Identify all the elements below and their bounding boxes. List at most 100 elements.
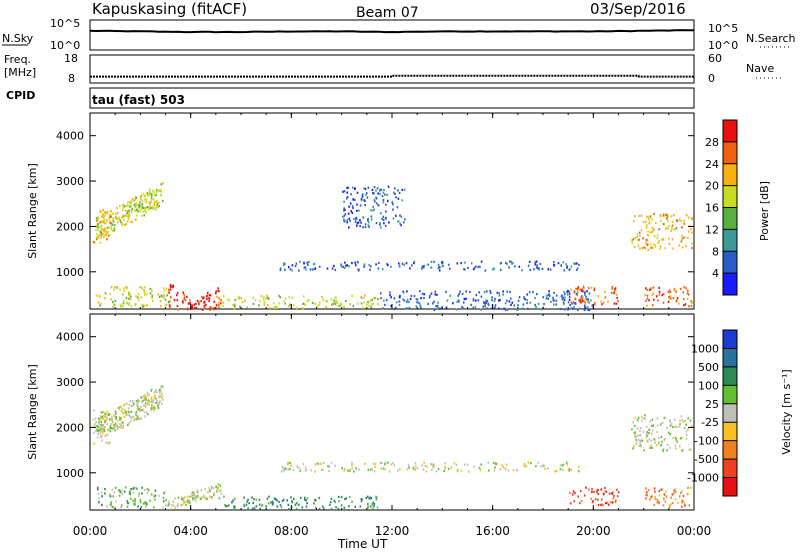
velocity-cell [152,401,155,404]
power-cell [439,307,441,310]
power-cell [120,305,122,308]
power-cell [427,302,429,306]
power-cell [411,264,413,267]
power-cell [239,305,241,308]
velocity-cell [210,487,213,490]
power-cell [671,220,674,223]
velocity-cell [105,441,108,444]
velocity-cell [340,504,343,507]
power-cell [143,207,146,211]
velocity-cell [671,502,674,505]
power-cell [528,291,531,294]
velocity-cell [613,495,615,498]
power-cell [363,187,365,190]
velocity-cell [251,496,253,499]
velocity-cell [320,462,322,465]
power-cell [567,308,569,311]
power-cell [434,290,437,293]
power-cell [127,204,129,207]
velocity-cell [672,425,674,429]
power-cell [675,300,677,303]
velocity-cell [132,499,134,502]
velocity-cell [612,497,614,500]
velocity-cell [207,491,209,494]
power-cell [679,287,682,291]
power-cell [427,263,429,266]
power-cell [633,246,636,249]
power-cell [304,303,306,306]
velocity-cell [601,503,603,506]
velocity-cell [380,467,382,470]
power-cell [331,303,334,306]
power-cell [143,290,146,293]
power-cell [165,303,168,306]
velocity-cell [612,491,614,494]
power-cell [107,231,109,234]
power-cell [100,236,102,239]
power-cell [648,299,650,302]
velocity-cell [209,495,211,498]
power-cell [156,199,158,203]
velocity-cell [654,441,656,444]
velocity-cell [101,430,103,433]
power-cell [128,297,130,300]
velocity-cell [146,391,149,394]
power-cell [326,267,329,270]
power-cell [97,216,100,220]
power-cell [254,299,257,302]
velocity-cell [635,435,637,438]
power-cell [380,212,382,215]
power-cell [401,199,403,202]
power-cell [490,291,492,294]
velocity-cell [112,506,115,509]
power-cell [238,297,240,300]
velocity-cell [154,390,157,393]
power-cell [163,289,166,292]
velocity-cell [130,420,132,423]
velocity-cell [373,503,375,506]
power-cell [155,205,158,208]
power-cell [110,286,113,289]
power-cell [560,264,562,267]
velocity-cell [140,417,142,420]
power-cell [343,209,345,212]
power-cell [116,211,119,215]
velocity-cell [657,442,660,445]
velocity-cell [640,427,642,430]
velocity-cell [128,422,130,425]
velocity-cell [154,489,157,492]
velocity-cell [660,488,663,491]
velocity-cell [596,489,598,492]
power-cell [601,303,603,306]
velocity-cell [208,487,210,490]
velocity-cell [685,433,688,436]
power-cell [398,191,401,195]
power-cell [353,198,356,201]
power-cell [228,299,230,302]
velocity-cell [137,505,139,508]
velocity-cell [493,469,496,472]
power-cell [577,286,580,289]
velocity-cell [163,491,166,494]
velocity-cell [367,495,369,498]
power-cell [151,192,153,196]
freq-right-tick-top: 60 [708,52,722,65]
velocity-cell [217,483,220,486]
velocity-cell [186,495,189,498]
power-colorbar-tick-label: 20 [705,180,719,193]
velocity-cell [101,503,103,506]
power-cell [690,304,693,308]
power-cell [135,214,138,217]
power-cell [691,231,693,234]
velocity-cell [379,462,382,465]
velocity-cell [103,430,106,433]
power-cell [145,304,148,307]
velocity-cell [567,469,570,472]
power-cell [172,284,175,287]
power-cell [573,306,575,309]
power-cell [613,290,616,293]
velocity-cell [455,463,458,466]
power-cell [654,245,657,248]
power-cell [662,223,665,226]
